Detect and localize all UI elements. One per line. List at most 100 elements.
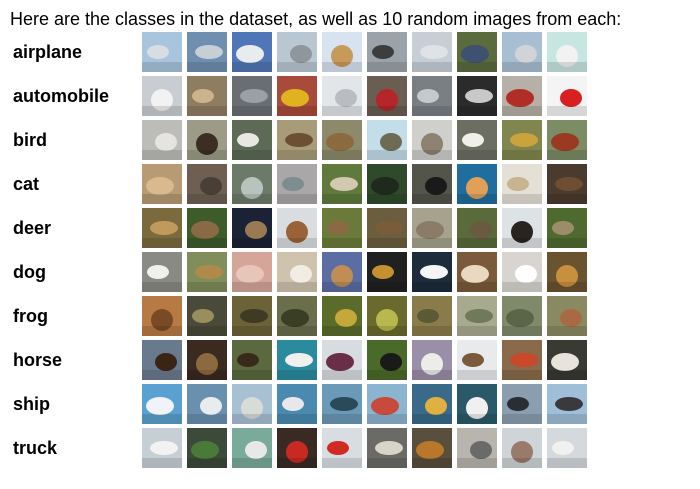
class-label: bird [13, 130, 47, 150]
sample-image [367, 296, 407, 336]
sample-image [277, 296, 317, 336]
sample-image [547, 384, 587, 424]
sample-image [367, 164, 407, 204]
sample-image [232, 32, 272, 72]
sample-image [187, 120, 227, 160]
sample-image [502, 164, 542, 204]
class-label: frog [13, 306, 48, 326]
sample-image [457, 252, 497, 292]
sample-image [457, 32, 497, 72]
class-row-horse: horse [0, 340, 700, 380]
sample-image [277, 76, 317, 116]
sample-image [502, 296, 542, 336]
sample-image [232, 340, 272, 380]
sample-image [502, 252, 542, 292]
class-row-ship: ship [0, 384, 700, 424]
sample-image [322, 428, 362, 468]
sample-image [187, 252, 227, 292]
sample-image [502, 76, 542, 116]
sample-image [187, 164, 227, 204]
sample-image [502, 340, 542, 380]
sample-image [142, 340, 182, 380]
sample-image [367, 120, 407, 160]
sample-image [412, 428, 452, 468]
sample-image [142, 384, 182, 424]
sample-image [322, 120, 362, 160]
class-row-cat: cat [0, 164, 700, 204]
sample-image [502, 208, 542, 248]
class-label: ship [13, 394, 51, 414]
sample-image [457, 120, 497, 160]
sample-image [457, 164, 497, 204]
sample-image [412, 76, 452, 116]
sample-image [277, 164, 317, 204]
sample-image [277, 384, 317, 424]
sample-image [547, 120, 587, 160]
sample-image [187, 32, 227, 72]
sample-image [142, 428, 182, 468]
sample-image [547, 252, 587, 292]
sample-image [502, 120, 542, 160]
sample-image [142, 164, 182, 204]
sample-image [412, 384, 452, 424]
sample-image [322, 208, 362, 248]
class-label: airplane [13, 42, 83, 62]
sample-image [322, 340, 362, 380]
sample-image [232, 208, 272, 248]
sample-image [547, 164, 587, 204]
sample-image [502, 384, 542, 424]
sample-image [547, 76, 587, 116]
class-label: automobile [13, 86, 110, 106]
page-heading: Here are the classes in the dataset, as … [10, 9, 622, 29]
sample-image [412, 340, 452, 380]
class-label: truck [13, 438, 58, 458]
sample-image [322, 76, 362, 116]
sample-image [187, 384, 227, 424]
sample-image [457, 340, 497, 380]
sample-image [367, 32, 407, 72]
sample-image [547, 32, 587, 72]
sample-image [367, 340, 407, 380]
sample-image [277, 340, 317, 380]
sample-image [322, 32, 362, 72]
sample-image [232, 76, 272, 116]
sample-image [277, 120, 317, 160]
sample-image [277, 32, 317, 72]
class-label: cat [13, 174, 40, 194]
class-row-airplane: airplane [0, 32, 700, 72]
sample-image [187, 296, 227, 336]
sample-image [412, 296, 452, 336]
sample-image [187, 340, 227, 380]
sample-image [457, 428, 497, 468]
sample-image [232, 296, 272, 336]
sample-image [232, 384, 272, 424]
sample-image [502, 32, 542, 72]
sample-image [232, 252, 272, 292]
sample-image [322, 296, 362, 336]
sample-image [547, 208, 587, 248]
class-row-automobile: automobile [0, 76, 700, 116]
sample-image [367, 252, 407, 292]
sample-image [367, 384, 407, 424]
sample-image [187, 208, 227, 248]
sample-image [412, 164, 452, 204]
sample-image [412, 208, 452, 248]
class-row-frog: frog [0, 296, 700, 336]
sample-image [547, 340, 587, 380]
sample-image [412, 252, 452, 292]
sample-image [322, 252, 362, 292]
class-row-bird: bird [0, 120, 700, 160]
class-label: dog [13, 262, 46, 282]
sample-image [412, 120, 452, 160]
sample-image [232, 120, 272, 160]
sample-image [322, 384, 362, 424]
sample-image [457, 384, 497, 424]
sample-image [412, 32, 452, 72]
sample-image [367, 428, 407, 468]
sample-image [457, 296, 497, 336]
class-row-deer: deer [0, 208, 700, 248]
sample-image [232, 428, 272, 468]
sample-image [322, 164, 362, 204]
sample-image [547, 296, 587, 336]
sample-image [277, 428, 317, 468]
